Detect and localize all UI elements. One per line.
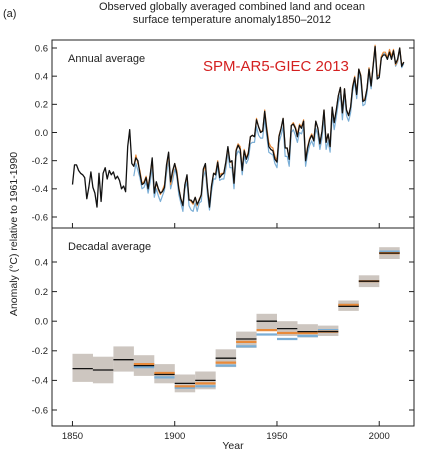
annual-ytick-label: -0.2 xyxy=(32,156,48,167)
watermark-text: SPM-AR5-GIEC 2013 xyxy=(203,58,349,75)
decadal-uncertainty-box-1850 xyxy=(72,353,93,382)
decadal-ytick-label: 0.2 xyxy=(35,287,48,298)
annual-ytick-label: 0.6 xyxy=(35,43,48,54)
decadal-ytick-label: -0.2 xyxy=(32,346,48,357)
decadal-panel-title: Decadal average xyxy=(68,241,151,253)
chart-title-line-1: Observed globally averaged combined land… xyxy=(98,1,365,13)
x-axis-label: Year xyxy=(222,440,244,452)
decadal-uncertainty-box-1940 xyxy=(256,313,277,331)
chart-title-line-2: surface temperature anomaly1850–2012 xyxy=(132,14,332,26)
decadal-uncertainty-box-1870 xyxy=(113,346,134,372)
axes-ticks-layer: -0.6 -0.4 -0.2 0.0 0.2 0.4 0.6 -0.6 -0.4 -0.2 0.0 0… xyxy=(32,43,414,442)
decadal-uncertainty-box-1960 xyxy=(297,324,318,338)
annual-ytick-label: 0.4 xyxy=(35,71,48,82)
decadal-ytick-label: 0.4 xyxy=(35,257,48,268)
decadal-uncertainty-box-1930 xyxy=(236,331,257,348)
annual-ytick-label: 0.0 xyxy=(35,128,48,139)
annual-ytick-label: -0.6 xyxy=(32,212,48,223)
decadal-ytick-label: -0.6 xyxy=(32,405,48,416)
decadal-panel-frame xyxy=(51,227,415,427)
xtick-label: 1850 xyxy=(62,431,83,442)
annual-series-line-black xyxy=(71,45,405,208)
panel-label: (a) xyxy=(3,8,17,20)
annual-ytick-label: 0.2 xyxy=(35,100,48,111)
annual-ytick-label: -0.4 xyxy=(32,184,48,195)
annual-panel-title: Annual average xyxy=(68,53,145,65)
annual-series-layer xyxy=(71,44,405,212)
xtick-label: 2000 xyxy=(369,431,390,442)
decadal-series-layer xyxy=(72,247,400,393)
xtick-label: 1950 xyxy=(266,431,287,442)
decadal-ytick-label: 0.0 xyxy=(35,317,48,328)
decadal-ytick-label: -0.4 xyxy=(32,376,48,387)
xtick-label: 1900 xyxy=(164,431,185,442)
